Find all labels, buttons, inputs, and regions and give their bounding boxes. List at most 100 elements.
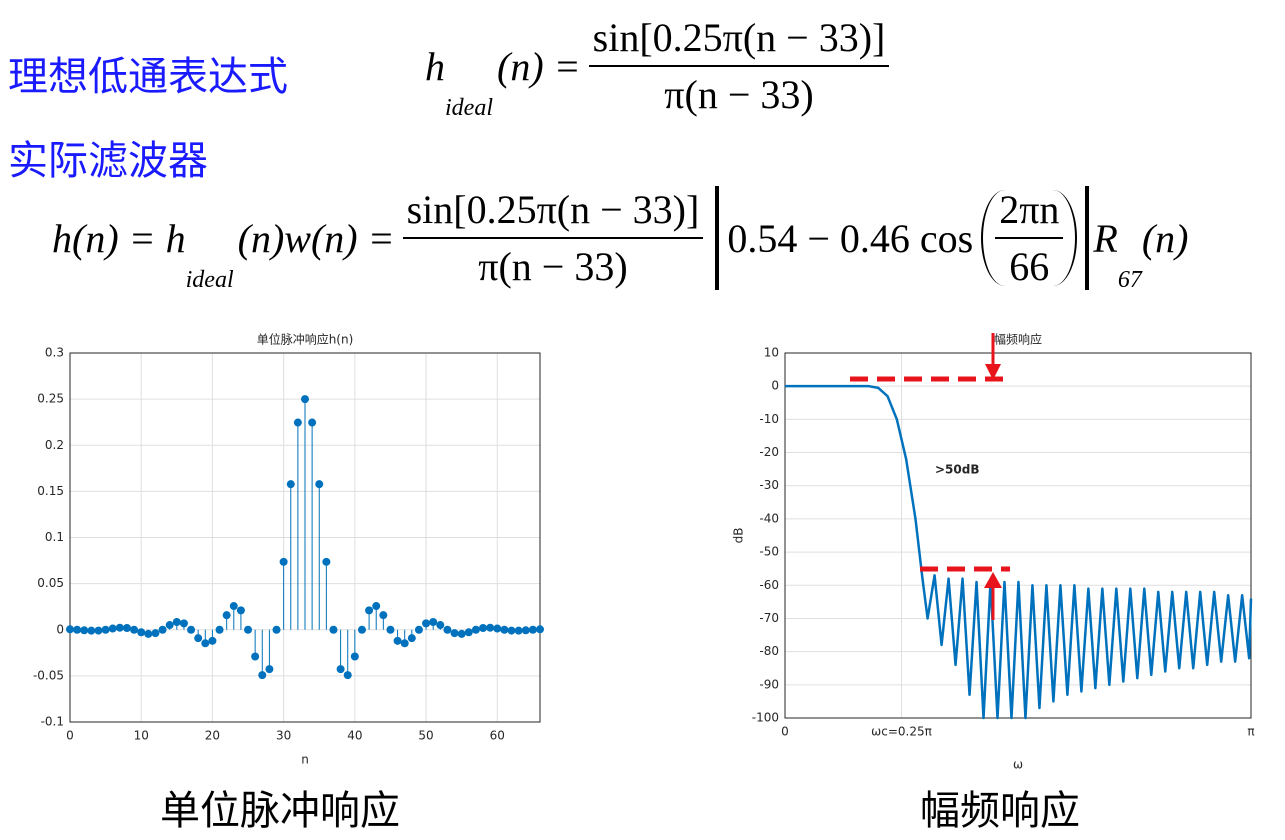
stem [108, 624, 117, 633]
stem-marker [471, 625, 480, 634]
stem [429, 618, 438, 630]
stem-marker [115, 623, 124, 632]
formula: h(n) = h ideal (n)w(n) = sin[0.25π(n − 3… [52, 186, 1189, 293]
stem [229, 602, 238, 630]
formula-text: R [1093, 215, 1118, 261]
stem-marker [322, 557, 331, 566]
stem-marker [350, 652, 359, 661]
stem-marker [286, 480, 295, 489]
stem-marker [372, 602, 381, 611]
formula-subscript: 67 [1117, 267, 1142, 293]
formula-text: h(n) = h [52, 215, 186, 261]
stem-marker [507, 626, 516, 635]
plot-area [785, 353, 1251, 718]
x-tick-label: 30 [276, 729, 291, 743]
stem-marker [315, 480, 324, 489]
stem-marker [464, 628, 473, 637]
stem [122, 623, 131, 632]
y-tick-label: 10 [764, 346, 779, 360]
stem [194, 629, 203, 643]
stem [521, 626, 530, 635]
plot-area [70, 353, 540, 722]
stem [414, 625, 423, 634]
stem-marker [229, 602, 238, 611]
stem-marker [66, 625, 74, 634]
stem [272, 625, 281, 634]
stem-marker [258, 671, 267, 680]
stem [407, 629, 416, 643]
axes-box [69, 352, 541, 723]
y-tick-label: -80 [759, 644, 779, 658]
stem [464, 628, 473, 637]
stem-marker [179, 619, 188, 628]
stem-marker [222, 611, 231, 620]
stem [393, 629, 402, 645]
stem-marker [130, 625, 139, 634]
denominator: π(n − 33) [664, 72, 814, 117]
stem-marker [101, 625, 110, 634]
stem-marker [400, 639, 409, 648]
x-tick-label: 50 [418, 729, 433, 743]
stem-marker [94, 626, 103, 635]
stem [151, 629, 160, 638]
parenthesis: 2πn 66 [981, 187, 1078, 289]
y-tick-label: -60 [759, 578, 779, 592]
axes-box [784, 352, 1252, 719]
chart-title: 幅频响应 [994, 332, 1042, 347]
stem [315, 480, 324, 630]
stem [343, 629, 352, 680]
stem [336, 629, 345, 674]
stem [372, 602, 381, 630]
stem-marker [386, 625, 395, 634]
caption: 单位脉冲响应 [160, 788, 400, 834]
arrow-head [985, 364, 1001, 380]
formula-text: h [425, 43, 445, 89]
stem [350, 629, 359, 661]
stem [301, 395, 309, 630]
stem-marker [450, 629, 459, 638]
stem-marker [151, 629, 160, 638]
stem [94, 626, 103, 635]
y-tick-label: 0.2 [45, 438, 64, 452]
formula-text: (n) [1141, 215, 1189, 261]
x-tick-label: π [1247, 725, 1254, 739]
stem [201, 629, 210, 648]
stem-marker [528, 625, 537, 634]
stem-marker [208, 636, 217, 645]
stem-marker [407, 634, 416, 643]
y-tick-label: 0.1 [45, 530, 64, 544]
formula-text: (n)w(n) = [237, 215, 395, 261]
stem [514, 626, 523, 635]
arrow-head [984, 572, 1002, 588]
stem [115, 623, 124, 632]
y-tick-label: -40 [759, 511, 779, 525]
formula-subscript: ideal [185, 267, 234, 293]
stem-marker [279, 557, 288, 566]
x-tick-label: 10 [134, 729, 149, 743]
stem-marker [236, 606, 245, 615]
caption: 幅频响应 [920, 788, 1080, 834]
stem-marker [144, 629, 153, 638]
stem-marker [215, 625, 224, 634]
stem-marker [493, 624, 502, 633]
stem [222, 611, 231, 630]
stem [500, 625, 509, 634]
stem [137, 628, 146, 637]
y-tick-label: 0.3 [45, 346, 64, 360]
stem [471, 625, 480, 634]
stem-marker [301, 395, 309, 404]
heading: 实际滤波器 [8, 138, 208, 184]
stem [357, 625, 366, 634]
stem-marker [500, 625, 509, 634]
y-tick-label: -50 [759, 545, 779, 559]
stem-marker [87, 626, 96, 635]
stem [329, 625, 338, 634]
y-tick-label: -70 [759, 611, 779, 625]
stem [130, 625, 139, 634]
x-axis-label: n [301, 753, 309, 767]
y-tick-label: -0.05 [33, 668, 64, 682]
formula-text: (n) = [497, 43, 581, 89]
x-tick-label: 60 [490, 729, 505, 743]
x-tick-label: 0 [66, 729, 74, 743]
numerator: 2πn [995, 186, 1064, 239]
